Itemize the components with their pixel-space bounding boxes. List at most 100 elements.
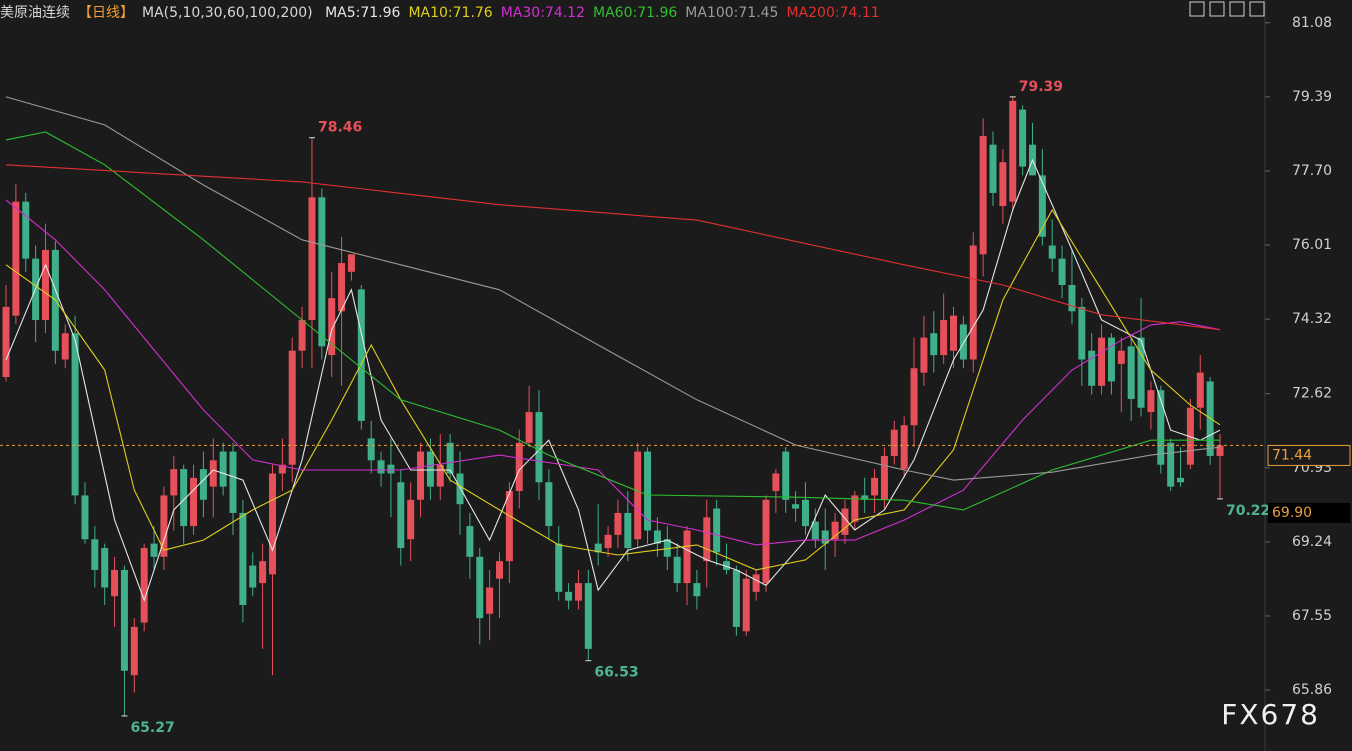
candle-body — [446, 442, 454, 474]
icon[interactable] — [1209, 1, 1225, 17]
candle-body — [91, 539, 99, 570]
candle-body — [476, 556, 484, 619]
icon[interactable] — [1189, 1, 1205, 17]
candle-body — [81, 495, 89, 540]
candle-body — [880, 455, 888, 500]
candle-body — [486, 587, 494, 614]
candle-body — [22, 201, 30, 259]
candle-body — [417, 451, 425, 500]
candle-body — [71, 333, 79, 496]
candle-body — [338, 263, 346, 312]
candle-body — [140, 548, 148, 623]
candle-body — [920, 337, 928, 373]
ma-line — [5, 199, 1221, 546]
candle-body — [268, 473, 276, 575]
candle-body — [347, 254, 355, 272]
candle-body — [910, 368, 918, 426]
candle-body — [555, 543, 563, 592]
candle-body — [999, 162, 1007, 207]
legend-entry: MA200:74.11 — [786, 5, 880, 21]
watermark: FX678 — [1221, 698, 1320, 731]
candle-body — [525, 412, 533, 443]
candle-body — [1147, 390, 1155, 413]
candle-body — [614, 512, 622, 535]
candle-body — [959, 324, 967, 360]
candle-body — [535, 412, 543, 483]
marker-price-label: 69.90 — [1272, 505, 1312, 521]
candle-body — [466, 526, 474, 557]
candle-body — [229, 451, 237, 513]
candle-body — [1127, 346, 1135, 399]
legend-entry: MA5:71.96 — [325, 5, 401, 21]
candle-body — [209, 460, 217, 487]
candle-body — [239, 512, 247, 606]
candle-body — [545, 482, 553, 527]
candle-body — [673, 556, 681, 584]
candle-body — [841, 508, 849, 535]
last-price-box — [1267, 444, 1351, 466]
candle-body — [663, 539, 671, 557]
ma-line — [5, 208, 1221, 571]
candle-body — [1177, 477, 1185, 483]
candle-body — [130, 626, 138, 676]
candle-body — [111, 569, 119, 597]
extreme-label: 65.27 — [130, 720, 174, 736]
candle-body — [574, 583, 582, 601]
ma-line — [5, 158, 1221, 602]
candle-body — [693, 583, 701, 597]
candle-body — [1038, 175, 1046, 237]
candle-body — [644, 451, 652, 531]
candle-body — [584, 583, 592, 649]
candle-body — [890, 429, 898, 456]
candle-body — [308, 197, 316, 321]
candle-body — [821, 530, 829, 544]
candle-body — [762, 499, 770, 584]
candle-body — [298, 320, 306, 351]
last-price-label: 71.44 — [1272, 447, 1312, 463]
y-tick-label: 69.24 — [1292, 534, 1332, 550]
candle-body — [742, 578, 750, 632]
y-tick-label: 76.01 — [1292, 237, 1332, 253]
ma-line — [5, 96, 1221, 481]
candle-body — [1186, 407, 1194, 465]
extreme-label: 66.53 — [594, 665, 638, 681]
candle-body — [1167, 442, 1175, 487]
candle-body — [969, 245, 977, 360]
candle-body — [318, 197, 326, 347]
candle-body — [782, 451, 790, 500]
toolbar-icons — [1189, 1, 1265, 17]
candle-body — [831, 521, 839, 540]
candle-body — [1019, 109, 1027, 167]
candle-body — [594, 543, 602, 553]
candle-body — [61, 333, 69, 360]
candle-body — [160, 495, 168, 557]
candle-body — [900, 425, 908, 470]
candle-body — [989, 144, 997, 193]
candle-body — [1048, 245, 1056, 259]
candle-body — [505, 491, 513, 562]
legend-entry: MA30:74.12 — [500, 5, 585, 21]
y-tick-label: 72.62 — [1292, 386, 1332, 402]
candle-body — [1088, 350, 1096, 386]
candle-body — [397, 482, 405, 549]
y-tick-label: 81.08 — [1292, 15, 1332, 31]
candle-body — [426, 451, 434, 487]
candle-body — [407, 499, 415, 540]
period: 【日线】 — [78, 5, 134, 21]
candle-body — [565, 591, 573, 601]
candle-body — [940, 320, 948, 356]
candle-body — [801, 499, 809, 527]
icon[interactable] — [1229, 1, 1245, 17]
candle-body — [1009, 100, 1017, 202]
candle-body — [723, 561, 731, 570]
candle-body — [328, 298, 336, 356]
icon[interactable] — [1249, 1, 1265, 17]
candle-body — [190, 477, 198, 527]
candle-body — [1157, 390, 1165, 465]
candle-body — [1058, 258, 1066, 285]
y-tick-label: 79.39 — [1292, 89, 1332, 105]
legend-entry: MA10:71.76 — [408, 5, 493, 21]
candle-body — [456, 473, 464, 505]
